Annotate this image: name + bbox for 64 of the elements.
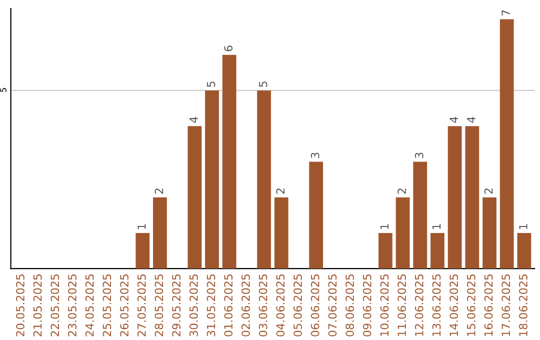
bar [517, 232, 532, 269]
bar [222, 54, 236, 269]
data-label: 2 [484, 188, 493, 194]
data-label: 3 [310, 152, 320, 158]
x-tick-label: 10.06.2025 [380, 274, 389, 336]
data-label: 2 [276, 188, 284, 194]
data-label: 1 [138, 224, 146, 229]
x-tick-label: 23.05.2025 [68, 274, 76, 336]
bar [482, 197, 496, 269]
x-tick-label: 13.06.2025 [432, 274, 441, 336]
data-label: 1 [519, 224, 528, 229]
bar [309, 162, 323, 269]
x-tick-label: 09.06.2025 [362, 274, 372, 336]
x-tick-label: 31.05.2025 [206, 274, 216, 336]
x-tick-label: 29.05.2025 [172, 274, 181, 336]
bar [413, 162, 428, 269]
x-tick-label: 16.06.2025 [484, 274, 493, 336]
data-label: 4 [450, 116, 458, 123]
x-tick-label: 25.05.2025 [102, 274, 112, 336]
x-tick-label: 15.06.2025 [466, 274, 476, 336]
data-label: 6 [224, 46, 233, 52]
bar [500, 19, 514, 269]
bar [448, 126, 462, 269]
x-tick-label: 11.06.2025 [398, 274, 406, 336]
x-tick-label: 07.06.2025 [328, 274, 337, 336]
x-tick-label: 05.06.2025 [294, 274, 302, 336]
data-label: 1 [380, 224, 389, 229]
data-label: 5 [206, 82, 216, 87]
bar [378, 232, 392, 269]
bar [153, 197, 167, 269]
x-tick-label: 18.06.2025 [519, 274, 528, 336]
x-tick-label: 21.05.2025 [33, 274, 42, 336]
x-tick-label: 24.05.2025 [85, 274, 94, 336]
x-tick-label: 27.05.2025 [137, 274, 146, 336]
data-label: 5 [258, 82, 268, 87]
data-label: 4 [467, 116, 476, 123]
bar [465, 126, 480, 269]
x-tick-label: 22.05.2025 [50, 274, 60, 336]
data-label: 2 [398, 188, 406, 194]
bar [136, 232, 150, 269]
x-tick-label: 30.05.2025 [189, 274, 198, 336]
bar [430, 232, 444, 269]
x-tick-label: 20.05.2025 [16, 274, 24, 336]
x-tick-label: 08.06.2025 [346, 274, 354, 336]
bar [257, 90, 271, 269]
x-tick-label: 06.06.2025 [310, 274, 320, 336]
x-tick-label: 03.06.2025 [258, 274, 268, 336]
bar [188, 126, 202, 269]
data-label: 3 [414, 152, 424, 158]
data-label: 2 [154, 188, 164, 194]
x-tick-label: 12.06.2025 [414, 274, 424, 336]
data-label: 1 [432, 224, 441, 229]
bar [396, 197, 410, 269]
data-label: 4 [190, 116, 198, 123]
x-tick-label: 01.06.2025 [224, 274, 233, 336]
x-tick-label: 26.05.2025 [120, 274, 128, 336]
data-label: 7 [502, 10, 510, 16]
bar [205, 90, 219, 269]
x-tick-label: 02.06.2025 [242, 274, 250, 336]
x-tick-label: 28.05.2025 [154, 274, 164, 336]
x-tick-label: 17.06.2025 [502, 274, 510, 336]
x-tick-label: 04.06.2025 [276, 274, 285, 336]
bar [274, 197, 288, 269]
x-tick-label: 14.06.2025 [450, 274, 458, 336]
